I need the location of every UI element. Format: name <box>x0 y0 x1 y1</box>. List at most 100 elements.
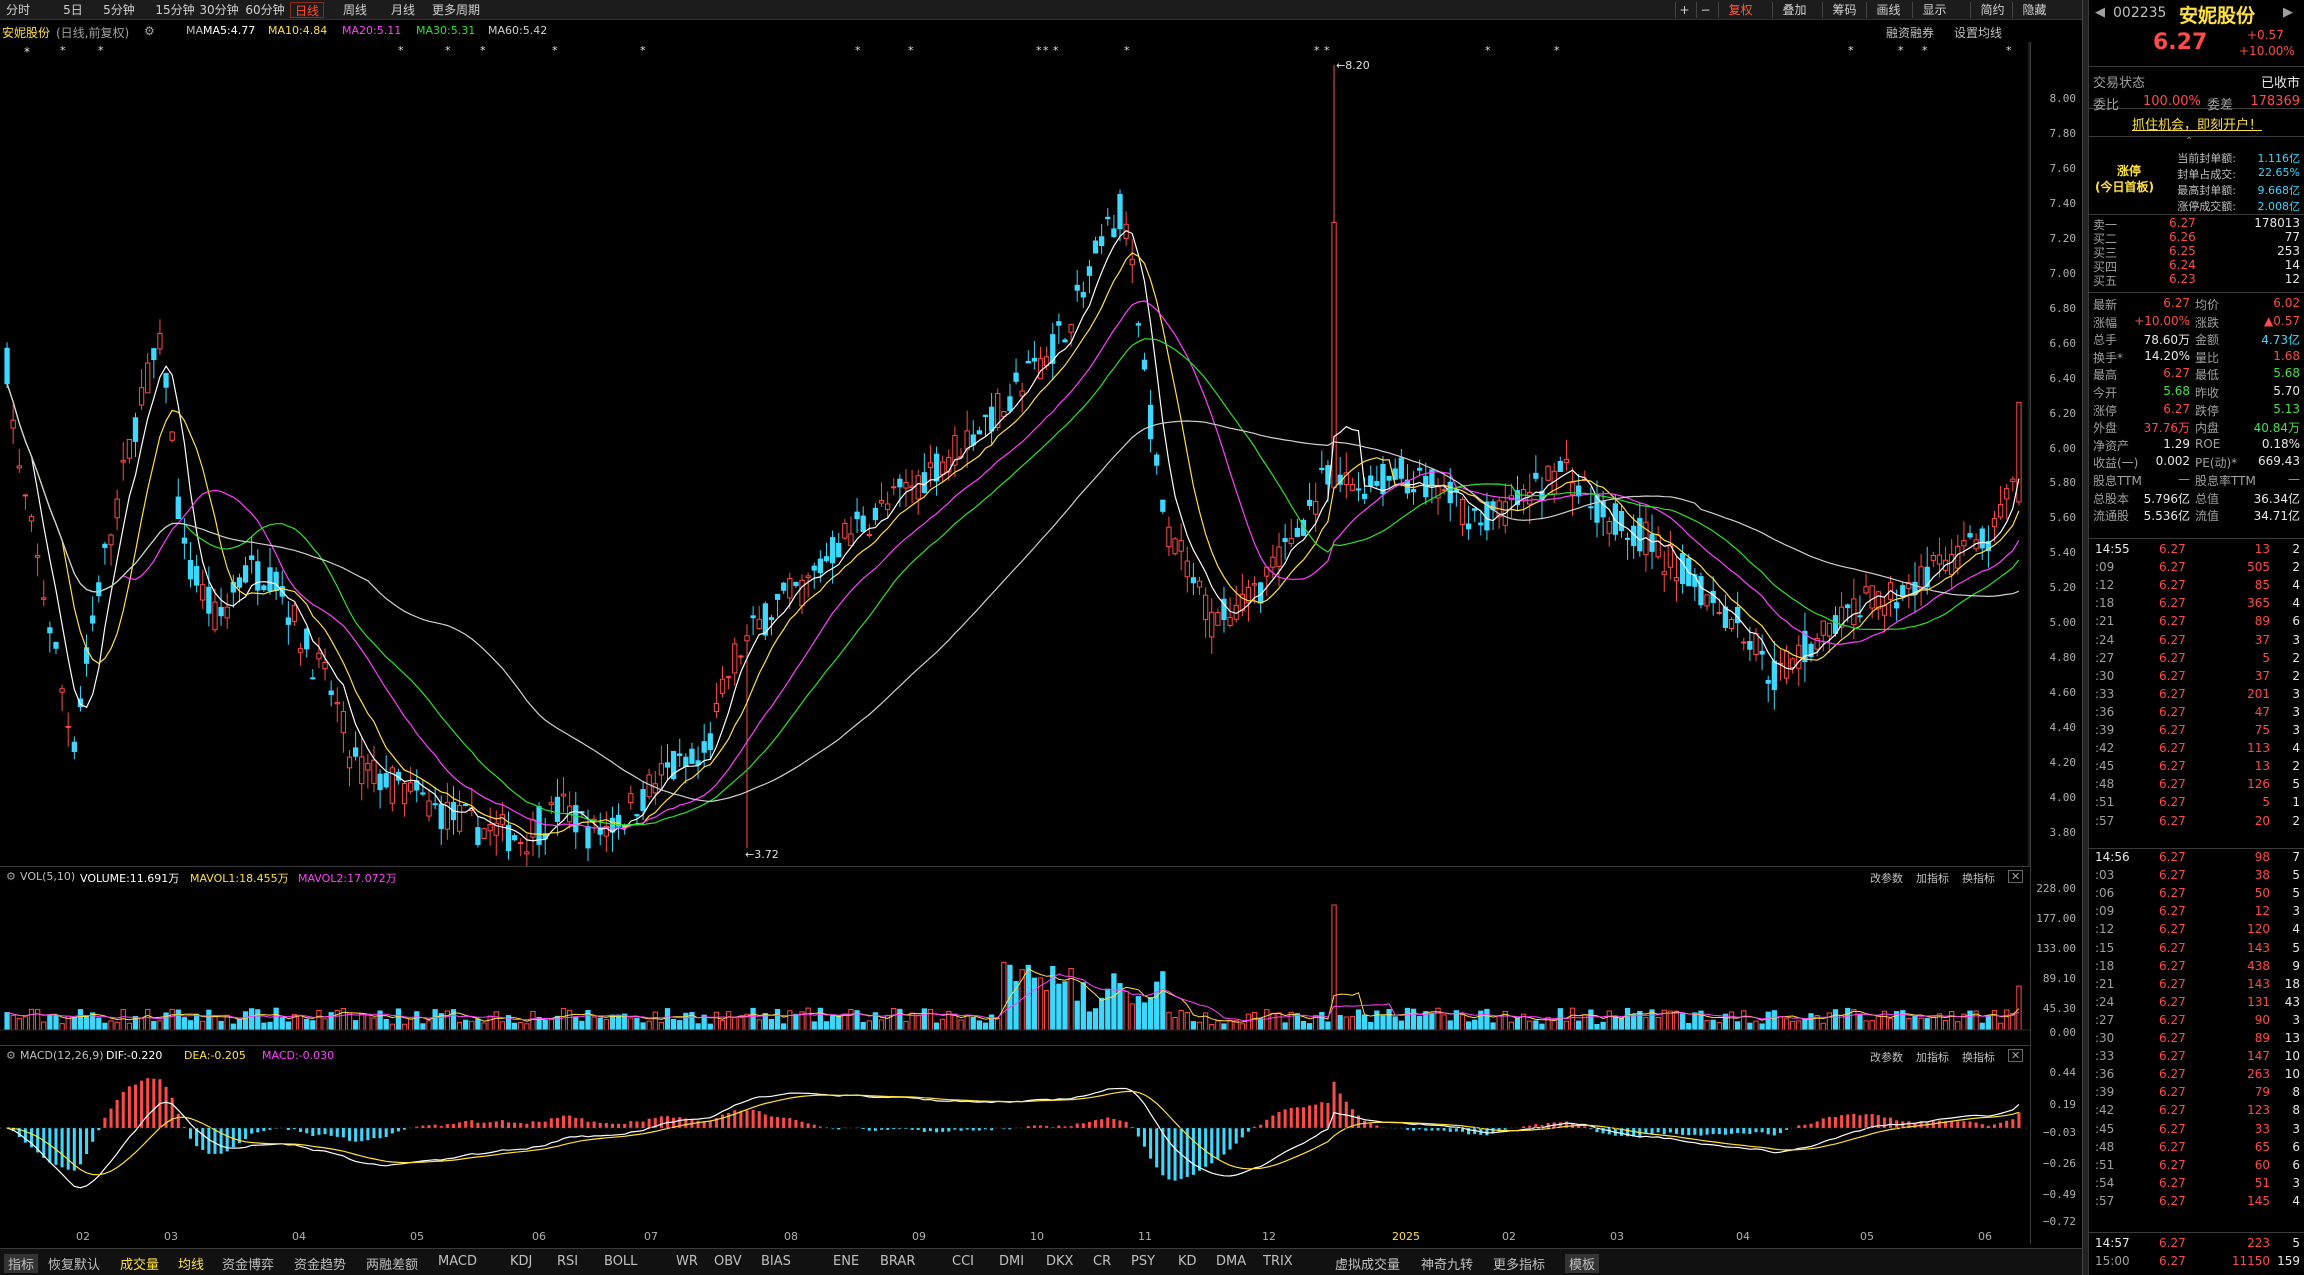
indicator-tab-6[interactable]: 两融差额 <box>366 1258 419 1273</box>
indicator-tab-1[interactable]: 恢复默认 <box>48 1258 101 1273</box>
toolbar-zoom-in-button[interactable]: + <box>1675 2 1693 18</box>
period-tab-0[interactable]: 分时 <box>5 3 30 17</box>
toolbar-draw-button[interactable]: 画线 <box>1866 2 1910 18</box>
collapse-arrow-icon[interactable]: ⌃ <box>2185 136 2194 147</box>
volume-bar <box>1796 1020 1802 1031</box>
macd-switch-indicator-button[interactable]: 换指标 <box>1962 1051 1995 1064</box>
candlestick-chart[interactable]: * * * * * * * * * * * * * * * * * * * * **←8.20←3.72 <box>0 42 2030 866</box>
candle-body <box>1019 390 1025 397</box>
stat-label: 量比 <box>2195 350 2220 365</box>
indicator-tab-3[interactable]: 均线 <box>178 1258 205 1273</box>
period-tab-8[interactable]: 月线 <box>390 3 415 17</box>
indicator-tab-27[interactable]: 模板 <box>1565 1254 1600 1273</box>
indicator-tab-2[interactable]: 成交量 <box>120 1258 160 1273</box>
period-tab-6[interactable]: 日线 <box>290 2 324 18</box>
volume-tick-label: 45.30 <box>2042 1002 2076 1015</box>
macd-edit-params-button[interactable]: 改参数 <box>1870 1051 1903 1064</box>
toolbar-simple-button[interactable]: 简约 <box>1970 2 2014 18</box>
candle-body <box>1196 580 1203 588</box>
macd-tick-label: −0.72 <box>2042 1215 2076 1228</box>
set-ma-link[interactable]: 设置均线 <box>1954 26 2003 40</box>
indicator-tab-17[interactable]: DMI <box>999 1254 1025 1269</box>
candle-body <box>383 773 389 788</box>
vol-switch-indicator-button[interactable]: 换指标 <box>1962 872 1995 885</box>
period-tab-7[interactable]: 周线 <box>342 3 367 17</box>
period-tab-2[interactable]: 5分钟 <box>103 3 135 17</box>
period-tab-3[interactable]: 15分钟 <box>155 3 195 17</box>
indicator-tab-14[interactable]: ENE <box>833 1254 860 1269</box>
forward-arrow-icon[interactable]: ▶ <box>2283 5 2293 20</box>
period-tab-1[interactable]: 5日 <box>63 3 83 17</box>
volume-bar <box>408 1018 414 1031</box>
indicator-tab-23[interactable]: TRIX <box>1263 1254 1293 1269</box>
volume-bar <box>1349 1015 1356 1031</box>
indicator-tab-18[interactable]: DKX <box>1046 1254 1074 1269</box>
volume-chart[interactable] <box>0 885 2030 1045</box>
gear-icon[interactable]: ⚙ <box>144 24 155 38</box>
candle-body <box>426 800 432 817</box>
ma30-value: MA30:5.31 <box>416 24 476 37</box>
indicator-tab-26[interactable]: 更多指标 <box>1493 1258 1546 1273</box>
volume-bar <box>1465 1021 1472 1031</box>
indicator-tab-22[interactable]: DMA <box>1216 1254 1247 1269</box>
toolbar-display-button[interactable]: 显示 <box>1912 2 1956 18</box>
volume-bar <box>1832 1009 1839 1031</box>
period-tab-9[interactable]: 更多周期 <box>431 3 480 17</box>
tick-time: :39 <box>2095 1085 2115 1100</box>
candle-body <box>732 643 738 674</box>
macd-close-icon[interactable]: ✕ <box>2008 1049 2024 1062</box>
vol-edit-params-button[interactable]: 改参数 <box>1870 872 1903 885</box>
indicator-tab-4[interactable]: 资金博弈 <box>222 1258 275 1273</box>
candle-body <box>1270 556 1276 568</box>
tick-volume: 79 <box>2254 1085 2270 1100</box>
indicator-tab-0[interactable]: 指标 <box>4 1254 39 1273</box>
indicator-tab-9[interactable]: RSI <box>557 1254 579 1269</box>
indicator-tab-20[interactable]: PSY <box>1131 1254 1156 1269</box>
volume-bar <box>242 1011 249 1031</box>
open-account-link[interactable]: 抓住机会，即刻开户！ <box>2131 118 2262 133</box>
macd-chart[interactable] <box>0 1064 2030 1244</box>
indicator-tab-12[interactable]: OBV <box>714 1254 742 1269</box>
back-arrow-icon[interactable]: ◀ <box>2095 5 2105 20</box>
toolbar-adjust-button[interactable]: 复权 <box>1718 2 1762 18</box>
panel-splitter[interactable] <box>2082 0 2088 1275</box>
indicator-tab-16[interactable]: CCI <box>952 1254 974 1269</box>
vol-settings-icon[interactable]: ⚙ <box>6 870 16 883</box>
indicator-tab-10[interactable]: BOLL <box>604 1254 638 1269</box>
indicator-tab-8[interactable]: KDJ <box>510 1254 533 1269</box>
ma5-line <box>6 229 2020 842</box>
orderbook-label: 买二 <box>2093 232 2118 246</box>
candle-body <box>1319 467 1325 471</box>
candle-body <box>1851 598 1857 626</box>
toolbar-chips-button[interactable]: 筹码 <box>1822 2 1866 18</box>
period-tab-5[interactable]: 60分钟 <box>245 3 285 17</box>
volume-bar <box>389 1023 395 1031</box>
vol-add-indicator-button[interactable]: 加指标 <box>1916 872 1949 885</box>
macd-add-indicator-button[interactable]: 加指标 <box>1916 1051 1949 1064</box>
indicator-tab-15[interactable]: BRAR <box>880 1254 916 1269</box>
margin-trading-link[interactable]: 融资融券 <box>1886 26 1935 40</box>
volume-bar <box>976 1020 983 1031</box>
period-tab-4[interactable]: 30分钟 <box>199 3 239 17</box>
indicator-tab-11[interactable]: WR <box>676 1254 698 1269</box>
toolbar-hide-button[interactable]: 隐藏 <box>2012 2 2056 18</box>
indicator-tab-24[interactable]: 虚拟成交量 <box>1335 1258 1401 1273</box>
toolbar-overlay-button[interactable]: 叠加 <box>1772 2 1816 18</box>
candle-body <box>1215 612 1221 626</box>
orderbook-price: 6.27 <box>2169 216 2196 230</box>
indicator-tab-7[interactable]: MACD <box>438 1254 477 1269</box>
indicator-tab-21[interactable]: KD <box>1178 1254 1197 1269</box>
orderbook-label: 买四 <box>2093 260 2118 274</box>
indicator-tab-5[interactable]: 资金趋势 <box>294 1258 347 1273</box>
ma-label: MA <box>186 24 204 37</box>
candle-body <box>371 759 377 784</box>
indicator-tab-19[interactable]: CR <box>1093 1254 1112 1269</box>
adjust-mode-label[interactable]: (日线,前复权) <box>56 26 130 40</box>
tick-time: :51 <box>2095 1157 2115 1172</box>
candle-body <box>22 494 29 497</box>
macd-settings-icon[interactable]: ⚙ <box>6 1049 16 1062</box>
indicator-tab-13[interactable]: BIAS <box>761 1254 791 1269</box>
vol-close-icon[interactable]: ✕ <box>2008 870 2024 883</box>
toolbar-zoom-out-button[interactable]: − <box>1696 2 1714 18</box>
indicator-tab-25[interactable]: 神奇九转 <box>1421 1258 1474 1273</box>
